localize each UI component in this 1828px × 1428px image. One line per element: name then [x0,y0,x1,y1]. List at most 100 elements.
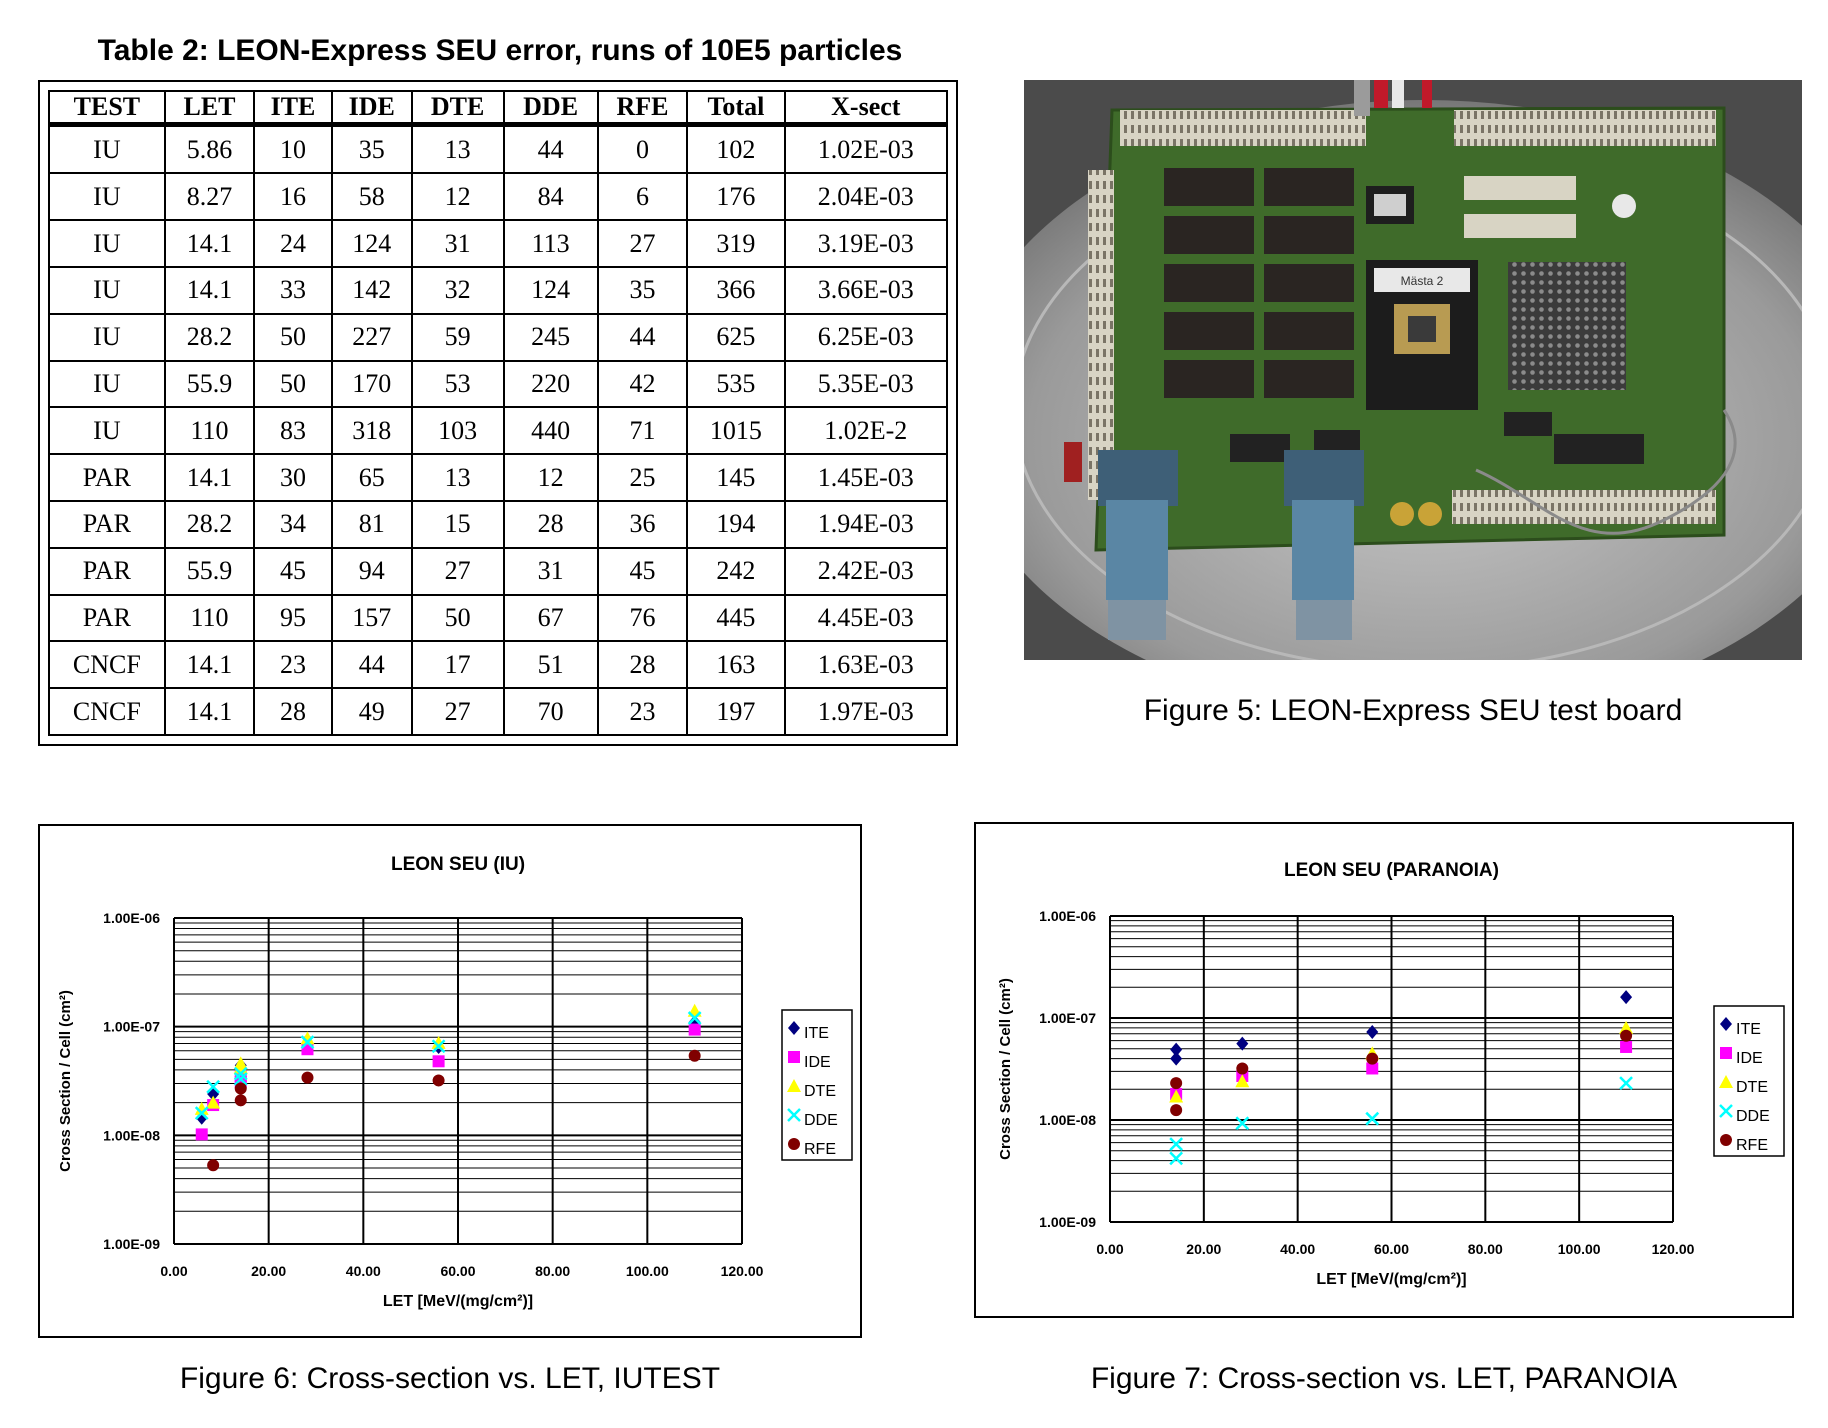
table-header-total: Total [686,90,786,127]
data-point-rfe [432,1074,445,1087]
table-cell: 10 [253,123,333,175]
data-point-dde-stroke [1619,1076,1633,1090]
bottom-connector [1452,490,1716,524]
figure6-caption: Figure 6: Cross-section vs. LET, IUTEST [179,1362,721,1395]
data-point-ite [1236,1036,1249,1051]
table-row: IU 8.27 16 58 12 84 6 176 2.04E-03 [48,172,949,222]
table-cell: 14.1 [163,453,256,502]
table-row: PAR 110 95 157 50 67 76 445 4.45E-03 [48,593,949,643]
data-point-dde-stroke [1169,1137,1184,1152]
data-point-ite [1366,1024,1379,1039]
x-axis-label: LET [MeV/(mg/cm²)] [383,1293,533,1310]
top-connector-right [1454,110,1716,146]
x-tick-label: 120.00 [721,1263,764,1279]
table-cell: 366 [686,266,786,315]
data-point-ite [1170,1042,1183,1057]
table-cell: 245 [502,312,599,362]
seu-error-table: TEST LET ITE IDE DTE DDE RFE Total X-sect IU 5.86… [48,90,949,736]
table-cell: 36 [596,499,689,549]
table-cell: 44 [330,640,413,690]
data-point-dte [233,1056,248,1070]
table-cell: 84 [502,172,599,222]
table-cell: 33 [253,266,333,315]
data-point-rfe [1366,1052,1379,1065]
table-cell: 318 [330,406,413,456]
data-point-dde-stroke [1365,1111,1380,1126]
data-point-dde [1619,1076,1633,1090]
chart-leon-seu-iu: LEON SEU (IU) 0.00 20.00 40.00 60.00 80.00 100… [57,854,853,1310]
table-cell: 44 [502,123,599,175]
data-point-dde-stroke [1235,1116,1250,1131]
data-point-rfe [1170,1077,1183,1090]
table-cell: 67 [502,593,599,643]
table-header-x-sect: X-sect [783,90,949,127]
table-cell: IU [48,266,166,315]
table-cell: 227 [330,312,413,362]
table-cell: 70 [502,687,599,736]
data-point-dte [1169,1089,1184,1103]
table-row: PAR 14.1 30 65 13 12 25 145 1.45E-03 [48,453,949,502]
table-cell: 14.1 [163,266,256,315]
table-cell: 28 [596,640,689,690]
table-cell: 14.1 [163,219,256,269]
x-tick-label: 60.00 [1374,1241,1409,1257]
legend-marker-dde-stroke [787,1108,801,1122]
legend-marker-ite [1720,1017,1732,1031]
chart-title: LEON SEU (PARANOIA) [1284,860,1499,881]
table-body: IU 5.86 10 35 13 44 0 102 1.02E-03 IU 8.27 16 58 12 84… [48,123,949,736]
table-cell: 625 [686,312,786,362]
table-cell: 6 [596,172,689,222]
data-point-dde [300,1035,315,1050]
table-cell: PAR [48,593,166,643]
table-cell: 35 [596,266,689,315]
table-cell: 142 [330,266,413,315]
table-header-ite: ITE [253,90,333,127]
table-cell: 535 [686,359,786,409]
x-tick-label: 120.00 [1652,1241,1695,1257]
table-header-ide: IDE [330,90,413,127]
x-tick-label: 100.00 [626,1263,669,1279]
table-row: IU 14.1 24 124 31 113 27 319 3.19E-03 [48,219,949,269]
legend-label-rfe: RFE [804,1141,836,1158]
x-tick-label: 0.00 [1096,1241,1123,1257]
x-tick-label: 80.00 [535,1263,570,1279]
table-cell: 14.1 [163,640,256,690]
table-cell: 1.63E-03 [783,640,949,690]
table-cell: 1.02E-2 [783,406,949,456]
x-tick-label: 40.00 [1280,1241,1315,1257]
table-cell: 65 [330,453,413,502]
table-cell: 110 [163,593,256,643]
table-cell: 2.04E-03 [783,172,949,222]
x-tick-label: 20.00 [251,1263,286,1279]
table-cell: 319 [686,219,786,269]
data-point-dde [1169,1151,1184,1166]
data-point-dde-stroke [1169,1151,1184,1166]
table-cell: 27 [410,546,505,596]
y-tick-label: 1.00E-09 [1039,1214,1096,1230]
data-point-dte [194,1101,209,1115]
table-cell: 15 [410,499,505,549]
table-header-let: LET [163,90,256,127]
table-cell: 27 [410,687,505,736]
legend-marker-rfe [1720,1134,1732,1146]
table-row: PAR 55.9 45 94 27 31 45 242 2.42E-03 [48,546,949,596]
table-cell: 5.86 [163,123,256,175]
table-header-test: TEST [48,90,166,127]
chart-leon-seu-paranoia: LEON SEU (PARANOIA) 0.00 20.00 40.00 60.00 80… [997,860,1785,1288]
table-cell: 17 [410,640,505,690]
table-cell: 31 [502,546,599,596]
data-point-dte [1235,1074,1250,1088]
memory-chips [1164,168,1354,398]
table-cell: 28 [253,687,333,736]
seu-table-frame: TEST LET ITE IDE DTE DDE RFE Total X-sect IU 5.86… [38,80,958,746]
table-cell: 50 [253,359,333,409]
table-cell: 5.35E-03 [783,359,949,409]
y-axis-label: Cross Section / Cell (cm²) [57,990,74,1172]
table-cell: 145 [686,453,786,502]
data-point-rfe [688,1049,701,1062]
data-point-rfe [234,1082,247,1095]
table-cell: 2.42E-03 [783,546,949,596]
legend-marker-dte [1719,1075,1733,1088]
data-point-dde [1169,1137,1184,1152]
x-tick-label: 0.00 [160,1263,187,1279]
